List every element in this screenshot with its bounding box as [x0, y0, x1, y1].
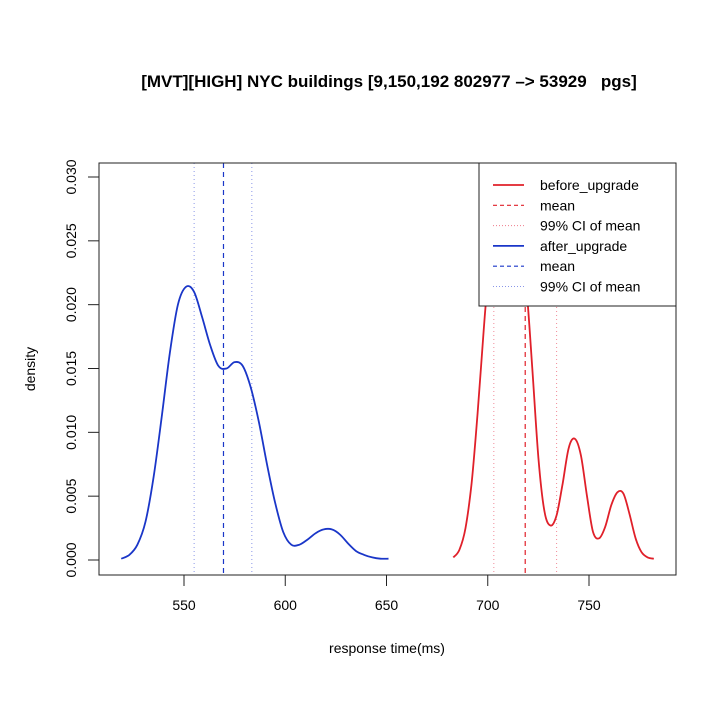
- after-upgrade-density-curve: [120, 285, 389, 560]
- before-upgrade-density-curve: [452, 168, 654, 560]
- chart-title: [MVT][HIGH] NYC buildings [9,150,192 802…: [141, 72, 637, 91]
- legend-label: mean: [540, 258, 575, 274]
- legend-label: 99% CI of mean: [540, 279, 640, 295]
- y-tick-label: 0.005: [63, 478, 79, 513]
- x-tick-label: 600: [274, 597, 298, 613]
- x-axis: 550 600 650 700 750: [172, 575, 601, 613]
- y-axis: 0.000 0.005 0.010 0.015 0.020 0.025 0.030: [63, 159, 99, 578]
- x-tick-label: 700: [476, 597, 500, 613]
- y-tick-label: 0.025: [63, 223, 79, 258]
- legend-label: before_upgrade: [540, 177, 639, 193]
- y-tick-label: 0.010: [63, 415, 79, 450]
- y-tick-label: 0.015: [63, 351, 79, 386]
- x-axis-label: response time(ms): [329, 640, 445, 656]
- legend-label: after_upgrade: [540, 238, 627, 254]
- x-tick-label: 750: [577, 597, 601, 613]
- legend-label: mean: [540, 197, 575, 213]
- y-tick-label: 0.020: [63, 287, 79, 322]
- y-axis-label: density: [22, 347, 38, 391]
- legend-label: 99% CI of mean: [540, 218, 640, 234]
- y-tick-label: 0.000: [63, 542, 79, 577]
- legend-box: [478, 162, 677, 307]
- x-tick-label: 550: [172, 597, 196, 613]
- x-tick-label: 650: [375, 597, 399, 613]
- y-tick-label: 0.030: [63, 159, 79, 194]
